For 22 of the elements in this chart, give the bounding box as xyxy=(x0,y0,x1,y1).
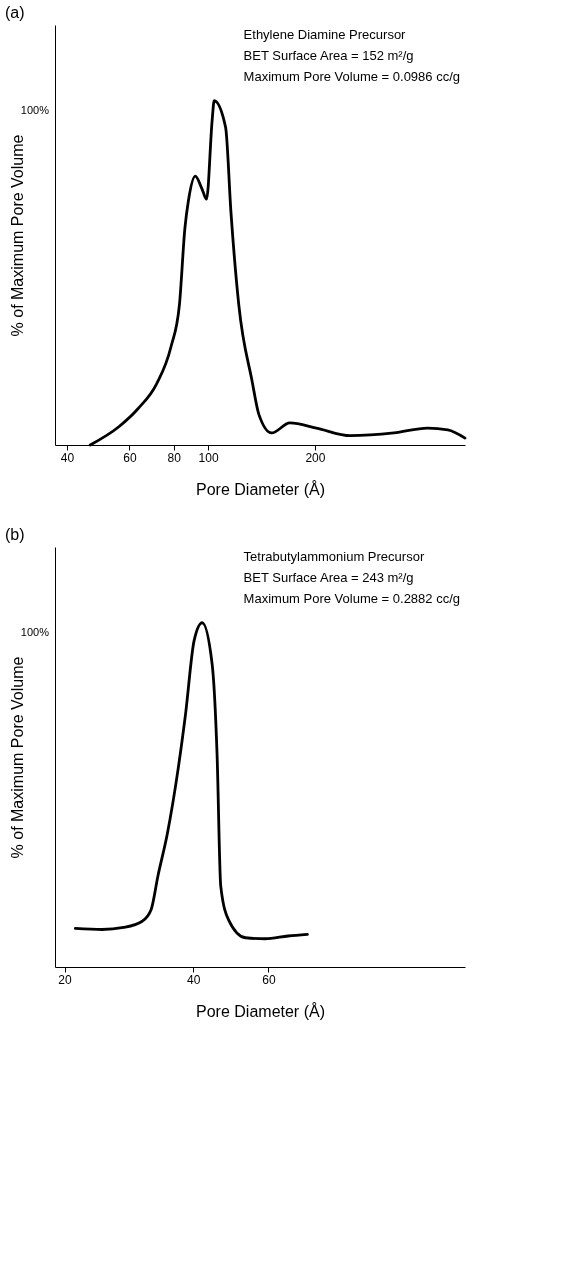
text: Ethylene Diamine Precursor xyxy=(243,27,407,42)
x-axis-title: Pore Diameter (Å) xyxy=(196,1001,325,1020)
x-tick-label: 20 xyxy=(58,972,73,987)
chart-title: (b) xyxy=(5,526,25,543)
x-tick-label: 60 xyxy=(262,972,276,987)
x-axis-title: Pore Diameter (Å) xyxy=(196,479,325,498)
text: 100% xyxy=(20,104,50,117)
text: Maximum Pore Volume = 0.2882 cc/g xyxy=(243,591,461,606)
text: Maximum Pore Volume = 0.0986 cc/g xyxy=(243,69,461,84)
text: BET Surface Area = 243 m²/g xyxy=(243,570,414,585)
x-tick-label: 100 xyxy=(198,450,219,465)
x-tick-label: 200 xyxy=(305,450,326,465)
text: 100% xyxy=(20,626,50,639)
x-tick-label: 60 xyxy=(123,450,137,465)
text: BET Surface Area = 152 m²/g xyxy=(243,48,414,63)
chart-title: (a) xyxy=(5,4,25,21)
x-tick-label: 40 xyxy=(187,972,201,987)
x-tick-label: 80 xyxy=(167,450,182,465)
x-tick-label: 40 xyxy=(60,450,75,465)
y-axis-title: % of Maximum Pore Volume xyxy=(8,134,26,337)
text: Tetrabutylammonium Precursor xyxy=(243,549,425,564)
y-axis-title: % of Maximum Pore Volume xyxy=(8,656,26,859)
